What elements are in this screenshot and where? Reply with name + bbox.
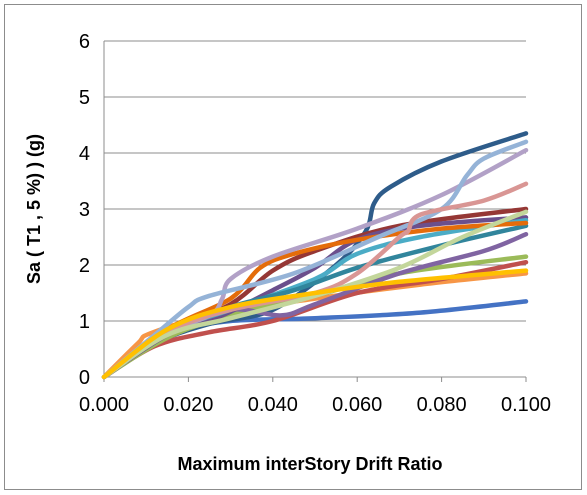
series-line-14 [101, 181, 529, 380]
x-tick-label: 0.080 [417, 394, 467, 416]
series-line-7 [101, 231, 529, 380]
series-line-16 [101, 268, 529, 380]
y-tick-label: 2 [79, 255, 90, 277]
x-tick-label: 0.060 [332, 394, 382, 416]
y-axis-title: Sa ( T1 , 5 %) ) (g) [24, 134, 44, 284]
y-tick-label: 4 [79, 143, 90, 165]
x-axis-title: Maximum interStory Drift Ratio [177, 454, 442, 474]
y-tick-label: 1 [79, 311, 90, 333]
x-tick-label: 0.000 [79, 394, 129, 416]
series-line-13 [101, 139, 529, 380]
y-tick-label: 6 [79, 31, 90, 53]
series-line-15 [101, 209, 529, 380]
chart-frame [4, 4, 582, 490]
y-tick-label: 3 [79, 199, 90, 221]
y-tick-label: 0 [79, 367, 90, 389]
x-tick-label: 0.020 [163, 394, 213, 416]
x-tick-label: 0.100 [501, 394, 551, 416]
y-tick-label: 5 [79, 87, 90, 109]
x-tick-label: 0.040 [248, 394, 298, 416]
